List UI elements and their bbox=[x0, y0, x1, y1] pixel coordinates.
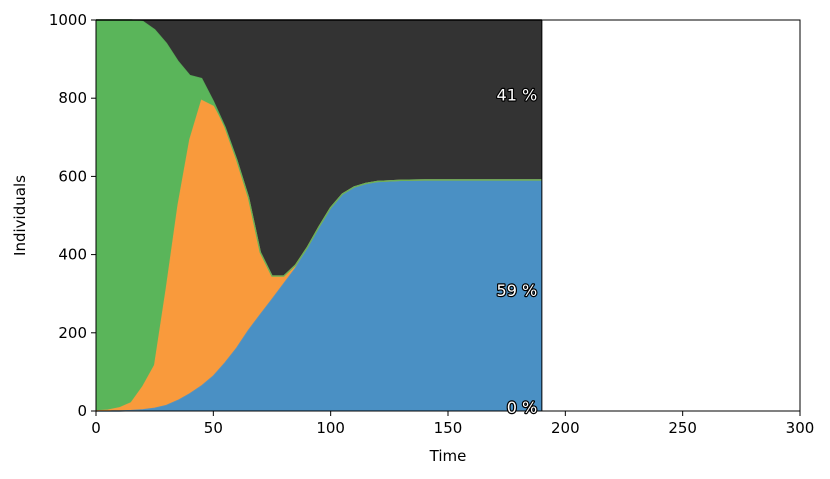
x-axis-label: Time bbox=[429, 447, 467, 465]
percentage-label: 41 % bbox=[497, 85, 538, 104]
y-axis-label: Individuals bbox=[11, 175, 29, 256]
x-axis: 0 50 100 150 200 250 300 bbox=[91, 411, 814, 437]
percentage-annotations: 41 % 59 % 0 % bbox=[495, 84, 538, 418]
y-tick-label: 400 bbox=[58, 246, 87, 264]
y-tick-label: 0 bbox=[77, 402, 87, 420]
y-axis: 0 200 400 600 800 1000 bbox=[49, 11, 96, 420]
series-line-2 bbox=[96, 19, 542, 277]
x-tick-label: 200 bbox=[551, 419, 580, 437]
area-series-group bbox=[96, 20, 542, 412]
x-tick-label: 250 bbox=[668, 419, 697, 437]
series-area-1 bbox=[96, 100, 542, 412]
y-tick-label: 200 bbox=[58, 324, 87, 342]
x-tick-label: 100 bbox=[316, 419, 345, 437]
x-tick-label: 0 bbox=[91, 419, 101, 437]
percentage-label: 59 % bbox=[497, 281, 538, 300]
y-tick-label: 600 bbox=[58, 167, 87, 185]
x-tick-label: 150 bbox=[434, 419, 463, 437]
y-tick-label: 800 bbox=[58, 89, 87, 107]
series-area-2 bbox=[96, 20, 542, 411]
percentage-label: 0 % bbox=[507, 398, 537, 417]
x-tick-label: 50 bbox=[204, 419, 223, 437]
series-area-0 bbox=[96, 179, 542, 411]
series-area-3 bbox=[96, 20, 542, 277]
y-tick-label: 1000 bbox=[49, 11, 87, 29]
x-tick-label: 300 bbox=[786, 419, 815, 437]
